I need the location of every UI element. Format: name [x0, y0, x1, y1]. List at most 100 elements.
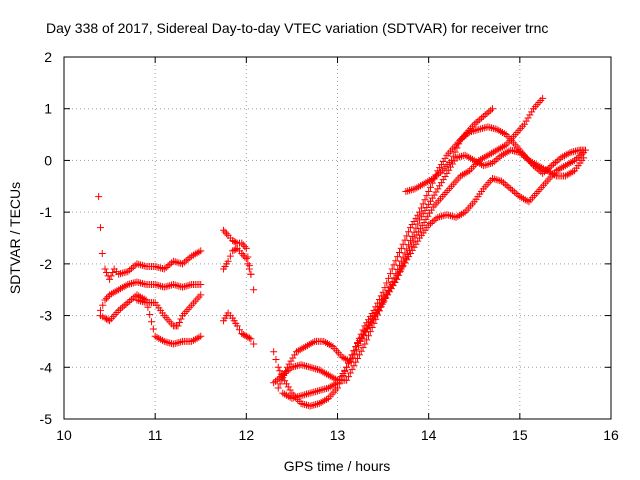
- data-point: [303, 390, 311, 398]
- data-point: [323, 395, 331, 403]
- data-point: [148, 318, 156, 326]
- data-point: [177, 338, 185, 346]
- data-point: [182, 282, 190, 290]
- data-point: [274, 363, 282, 371]
- data-point: [195, 333, 203, 341]
- data-point: [319, 397, 327, 405]
- data-point: [99, 301, 107, 309]
- data-point: [276, 380, 284, 388]
- data-point: [287, 357, 295, 365]
- data-point: [483, 109, 491, 117]
- data-point: [296, 346, 304, 354]
- data-point: [250, 286, 258, 294]
- data-series: [133, 291, 205, 330]
- data-point: [325, 341, 333, 349]
- data-point: [315, 399, 323, 407]
- data-point: [385, 274, 393, 282]
- data-point: [335, 376, 343, 384]
- data-point: [242, 332, 250, 340]
- data-point: [385, 287, 393, 295]
- data-point: [484, 151, 492, 159]
- data-point: [422, 215, 430, 223]
- data-point: [417, 204, 425, 212]
- data-point: [439, 157, 447, 165]
- data-point: [334, 379, 341, 387]
- data-point: [129, 263, 137, 271]
- data-point: [562, 151, 570, 159]
- data-point: [458, 171, 466, 179]
- data-point: [348, 365, 356, 373]
- data-point: [120, 302, 128, 310]
- y-tick-label: -4: [40, 359, 53, 375]
- data-point: [383, 279, 391, 287]
- data-point: [323, 384, 331, 392]
- data-point: [425, 221, 433, 229]
- data-point: [337, 373, 345, 381]
- data-point: [155, 334, 163, 342]
- data-point: [272, 377, 280, 385]
- data-point: [488, 159, 496, 167]
- data-point: [428, 194, 436, 202]
- data-point: [407, 186, 415, 194]
- data-point: [445, 211, 453, 219]
- data-point: [346, 369, 354, 377]
- data-point: [313, 387, 321, 395]
- data-point: [568, 148, 576, 156]
- data-point: [375, 296, 383, 304]
- data-point: [239, 251, 247, 259]
- data-point: [509, 186, 517, 194]
- data-point: [563, 171, 571, 179]
- data-point: [490, 157, 498, 165]
- data-point: [476, 116, 484, 124]
- data-point: [177, 315, 185, 323]
- data-point: [402, 187, 410, 195]
- data-point: [375, 302, 383, 310]
- data-point: [495, 126, 503, 134]
- data-point: [434, 185, 442, 193]
- grid: [64, 57, 611, 419]
- data-point: [486, 150, 494, 158]
- data-point: [494, 176, 502, 184]
- data-point: [368, 323, 376, 331]
- data-point: [556, 165, 564, 173]
- data-point: [166, 339, 174, 347]
- data-point: [548, 162, 556, 170]
- data-point: [420, 218, 428, 226]
- data-point: [281, 369, 289, 377]
- data-point: [295, 392, 303, 400]
- data-point: [293, 362, 301, 370]
- data-point: [175, 318, 183, 326]
- data-point: [288, 394, 296, 402]
- data-point: [565, 170, 573, 178]
- data-point: [421, 207, 429, 215]
- data-point: [310, 401, 318, 409]
- data-point: [437, 168, 445, 176]
- data-point: [464, 168, 472, 176]
- data-point: [146, 311, 154, 319]
- data-point: [171, 281, 179, 289]
- data-point: [443, 169, 451, 177]
- data-point: [390, 261, 398, 269]
- data-point: [286, 386, 294, 394]
- data-point: [470, 156, 478, 164]
- data-point: [501, 149, 509, 157]
- data-point: [272, 356, 280, 364]
- data-point: [301, 362, 309, 370]
- data-point: [290, 394, 298, 402]
- data-point: [403, 256, 411, 264]
- data-point: [299, 400, 307, 408]
- y-tick-label: 0: [44, 152, 52, 168]
- data-point: [478, 114, 486, 122]
- data-series: [95, 193, 205, 283]
- data-point: [491, 147, 499, 155]
- data-point: [180, 258, 188, 266]
- data-point: [437, 212, 445, 220]
- data-point: [458, 134, 466, 142]
- data-point: [539, 94, 547, 102]
- data-point: [120, 283, 128, 291]
- data-point: [483, 161, 491, 169]
- data-point: [526, 111, 534, 119]
- data-point: [489, 148, 497, 156]
- data-point: [197, 247, 205, 255]
- data-point: [328, 373, 336, 381]
